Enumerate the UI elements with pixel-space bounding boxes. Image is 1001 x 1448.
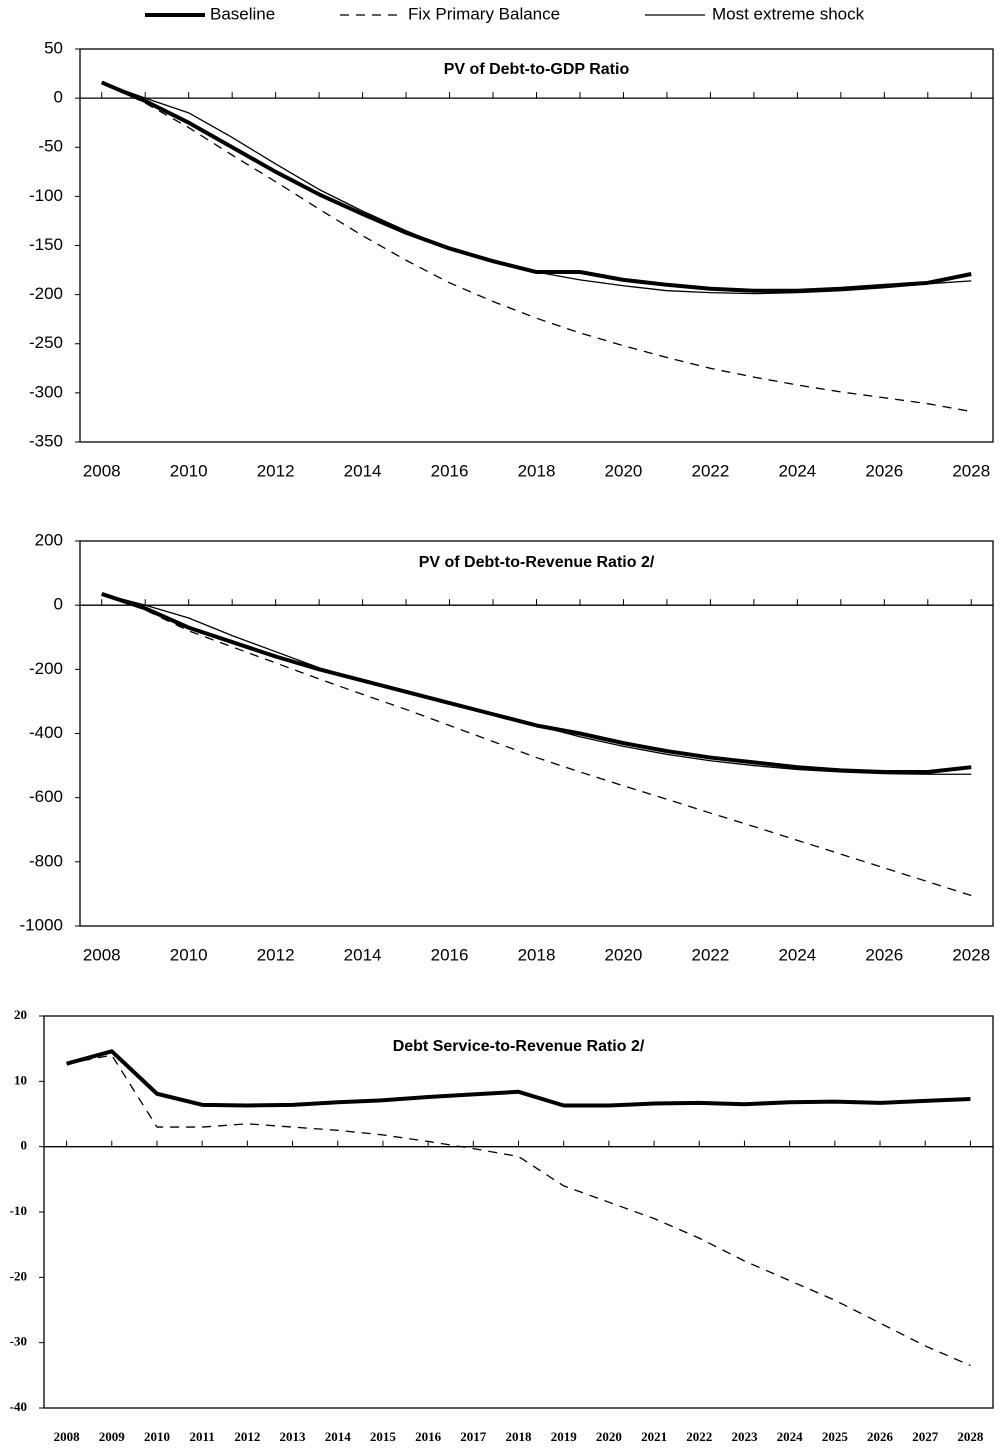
x-tick-label: 2017 [460,1429,487,1444]
x-tick-label: 2022 [691,945,729,964]
x-tick-label: 2014 [325,1429,352,1444]
x-tick-label: 2010 [144,1429,170,1444]
x-tick-label: 2018 [506,1429,533,1444]
chart-title: PV of Debt-to-GDP Ratio [444,61,630,78]
y-tick-label: -600 [29,787,63,806]
x-tick-label: 2018 [518,461,556,480]
chart-title: PV of Debt-to-Revenue Ratio 2/ [419,554,655,571]
x-tick-label: 2021 [641,1429,667,1444]
y-tick-label: 0 [54,88,63,107]
x-tick-label: 2014 [344,461,382,480]
y-tick-label: -300 [29,382,63,401]
x-tick-label: 2026 [865,461,903,480]
x-tick-label: 2024 [777,1429,804,1444]
series-line [100,80,972,293]
x-tick-label: 2020 [605,461,643,480]
x-tick-label: 2022 [686,1429,712,1444]
x-tick-label: 2026 [867,1429,894,1444]
x-tick-label: 2008 [83,461,121,480]
x-tick-label: 2012 [257,945,295,964]
x-tick-label: 2019 [551,1429,578,1444]
plot-frame [79,48,994,443]
series-line [101,81,972,413]
x-tick-label: 2010 [170,945,208,964]
y-tick-label: -350 [29,431,63,450]
plot-frame [43,1015,994,1409]
y-tick-label: -250 [29,333,63,352]
x-tick-label: 2022 [691,461,729,480]
series-line [101,593,972,897]
x-tick-label: 2008 [83,945,121,964]
y-tick-label: -30 [10,1334,27,1349]
x-tick-label: 2016 [431,461,469,480]
plot-frame [79,540,994,927]
y-tick-label: -40 [10,1399,27,1414]
y-tick-label: -800 [29,851,63,870]
y-tick-label: 10 [14,1072,27,1087]
x-tick-label: 2014 [344,945,382,964]
y-tick-label: -400 [29,723,63,742]
x-tick-label: 2008 [54,1429,81,1444]
x-tick-label: 2018 [518,945,556,964]
x-tick-label: 2024 [778,945,816,964]
y-tick-label: -200 [29,284,63,303]
x-tick-label: 2028 [952,945,990,964]
x-tick-label: 2012 [257,461,295,480]
x-tick-label: 2009 [99,1429,126,1444]
y-tick-label: -100 [29,186,63,205]
legend-label: Most extreme shock [712,4,865,23]
y-tick-label: -50 [38,137,63,156]
x-tick-label: 2013 [280,1429,307,1444]
x-tick-label: 2016 [415,1429,442,1444]
x-tick-label: 2023 [731,1429,758,1444]
y-tick-label: -20 [10,1268,27,1283]
y-tick-label: 0 [21,1138,28,1153]
x-tick-label: 2026 [865,945,903,964]
y-tick-label: -200 [29,659,63,678]
x-tick-label: 2011 [190,1429,215,1444]
x-tick-label: 2010 [170,461,208,480]
legend-label: Fix Primary Balance [408,4,560,23]
y-tick-label: 200 [35,530,63,549]
x-tick-label: 2027 [912,1429,939,1444]
legend-label: Baseline [210,4,275,23]
x-tick-label: 2020 [596,1429,622,1444]
x-tick-label: 2028 [952,461,990,480]
series-line [101,592,972,774]
y-tick-label: -1000 [20,915,63,934]
chart-title: Debt Service-to-Revenue Ratio 2/ [393,1038,645,1055]
series-line [101,593,972,775]
series-line [101,81,972,295]
x-tick-label: 2028 [957,1429,984,1444]
x-tick-label: 2025 [822,1429,849,1444]
legend: Baseline Fix Primary Balance Most extrem… [145,4,865,23]
series-line [66,1049,971,1108]
x-tick-label: 2020 [605,945,643,964]
y-tick-label: 50 [44,38,63,57]
y-tick-label: -150 [29,235,63,254]
y-tick-label: 20 [14,1007,27,1022]
x-tick-label: 2012 [234,1429,260,1444]
x-tick-label: 2015 [370,1429,397,1444]
y-tick-label: 0 [54,595,63,614]
x-tick-label: 2016 [431,945,469,964]
y-tick-label: -10 [10,1203,27,1218]
x-tick-label: 2024 [778,461,816,480]
